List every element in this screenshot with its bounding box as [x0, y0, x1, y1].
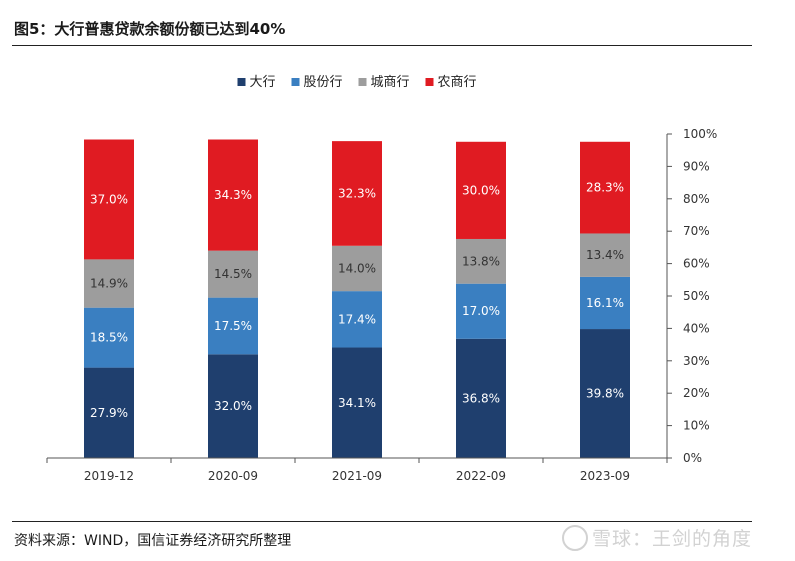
data-label: 14.0% — [338, 261, 376, 275]
y-tick-label: 50% — [683, 289, 710, 303]
figure-title: 图5：大行普惠贷款余额份额已达到40% — [14, 20, 286, 38]
bar-segment — [84, 367, 134, 458]
segment-labels: 27.9% 18.5% 14.9% 37.0% 32.0% 17.5% 14.5% 34.3%… — [90, 181, 624, 420]
bar-segment — [580, 233, 630, 277]
watermark-text: 雪球：王剑的角度 — [592, 528, 753, 550]
bar-segment — [456, 238, 506, 284]
legend-label: 城商行 — [371, 75, 410, 90]
legend-swatch — [358, 78, 367, 86]
bar-segment — [332, 245, 382, 292]
bar-segment — [456, 338, 506, 458]
y-tick-label: 90% — [683, 159, 710, 173]
data-label: 27.9% — [90, 406, 128, 420]
legend-label: 农商行 — [438, 75, 477, 90]
x-tick-label: 2020-09 — [208, 469, 258, 483]
bar-segment — [208, 354, 258, 458]
bar-segment — [332, 347, 382, 458]
axes: 2019-12 2020-09 2021-09 2022-09 2023-09 0% 10%… — [46, 127, 717, 483]
source-note: 资料来源：WIND，国信证券经济研究所整理 — [14, 533, 292, 549]
bar-segment — [84, 307, 134, 368]
legend-swatch — [291, 78, 300, 86]
watermark: 雪球：王剑的角度 — [562, 524, 752, 553]
bar-segment — [208, 250, 258, 298]
y-tick-label: 80% — [683, 192, 710, 206]
y-tick-label: 30% — [683, 354, 710, 368]
snowball-logo-icon — [562, 524, 588, 551]
legend-swatch — [237, 78, 246, 86]
x-tick-label: 2021-09 — [332, 469, 382, 483]
bar-segment — [332, 291, 382, 348]
title-rule — [12, 45, 752, 46]
bars — [84, 139, 630, 458]
bar-segment — [208, 139, 258, 251]
y-tick-label: 20% — [683, 386, 710, 400]
x-tick-label: 2019-12 — [84, 469, 134, 483]
data-label: 36.8% — [462, 391, 500, 405]
legend-label: 股份行 — [304, 75, 343, 90]
y-tick-label: 60% — [683, 257, 710, 271]
y-tick-label: 10% — [683, 419, 710, 433]
bar-segment — [580, 329, 630, 458]
data-label: 14.9% — [90, 277, 128, 291]
y-tick-label: 100% — [683, 127, 717, 141]
legend-swatch — [425, 78, 434, 86]
bar-segment — [456, 283, 506, 339]
data-label: 17.5% — [214, 319, 252, 333]
y-tick-label: 40% — [683, 321, 710, 335]
data-label: 39.8% — [586, 387, 624, 401]
data-label: 32.3% — [338, 186, 376, 200]
data-label: 28.3% — [586, 181, 624, 195]
data-label: 14.5% — [214, 267, 252, 281]
data-label: 16.1% — [586, 296, 624, 310]
y-tick-label: 70% — [683, 224, 710, 238]
data-label: 17.0% — [462, 304, 500, 318]
data-label: 13.4% — [586, 248, 624, 262]
data-label: 37.0% — [90, 192, 128, 206]
legend: 大行 股份行 城商行 农商行 — [237, 75, 477, 90]
bar-segment — [84, 139, 134, 260]
bar-segment — [84, 259, 134, 308]
y-tick-label: 0% — [683, 451, 702, 465]
data-label: 34.1% — [338, 396, 376, 410]
data-label: 32.0% — [214, 399, 252, 413]
bar-segment — [580, 276, 630, 330]
legend-label: 大行 — [250, 75, 276, 90]
x-tick-label: 2022-09 — [456, 469, 506, 483]
x-tick-label: 2023-09 — [580, 469, 630, 483]
data-label: 18.5% — [90, 331, 128, 345]
data-label: 17.4% — [338, 312, 376, 326]
data-label: 13.8% — [462, 254, 500, 268]
data-label: 34.3% — [214, 188, 252, 202]
bar-segment — [580, 141, 630, 234]
source-rule — [12, 521, 752, 522]
data-label: 30.0% — [462, 183, 500, 197]
bar-segment — [456, 141, 506, 239]
bar-segment — [332, 141, 382, 246]
bar-segment — [208, 297, 258, 355]
